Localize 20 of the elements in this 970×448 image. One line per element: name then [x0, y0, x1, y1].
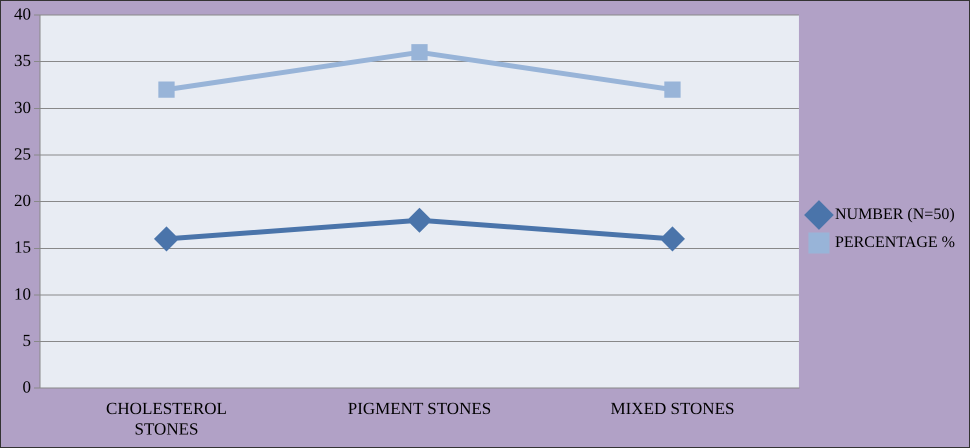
y-tick-label: 30: [14, 98, 31, 117]
point: [154, 227, 178, 250]
legend-label: PERCENTAGE %: [834, 234, 955, 252]
x-tick-label: PIGMENT STONES: [348, 398, 492, 418]
y-tick-label: 10: [14, 284, 31, 304]
y-tick-label: 25: [14, 144, 31, 164]
point: [411, 44, 428, 60]
y-tick-label: 15: [14, 238, 31, 257]
y-tick-label: 40: [14, 4, 31, 24]
y-tick-label: 5: [22, 331, 31, 350]
legend-label: NUMBER (N=50): [834, 206, 955, 224]
point: [660, 227, 684, 250]
point: [158, 81, 175, 98]
x-tick-label: CHOLESTEROL STONES: [106, 398, 227, 438]
y-tick-label: 35: [14, 51, 31, 70]
y-tick-label: 20: [14, 191, 31, 210]
y-tick-label: 0: [22, 378, 31, 397]
point: [664, 81, 681, 98]
point: [408, 208, 431, 232]
x-tick-label: MIXED STONES: [610, 398, 734, 418]
